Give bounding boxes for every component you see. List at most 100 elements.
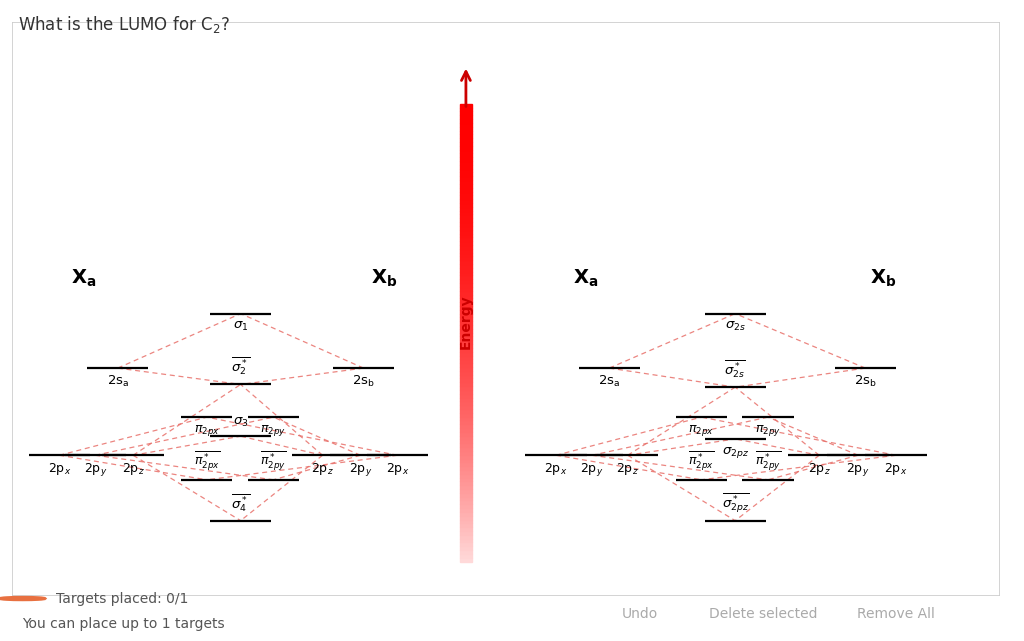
Bar [460,458,472,462]
Bar [460,146,472,149]
Text: 2p$_y$: 2p$_y$ [581,462,603,478]
Text: 2s$_{\rm a}$: 2s$_{\rm a}$ [598,374,621,389]
Bar [460,256,472,260]
Bar [460,436,472,440]
Bar [460,444,472,447]
Bar [460,180,472,184]
Bar [460,523,472,527]
Bar [460,188,472,192]
Bar [460,401,472,405]
Text: $\sigma_3$: $\sigma_3$ [232,416,249,429]
Bar [460,527,472,531]
Text: $\pi_{2px}$: $\pi_{2px}$ [688,423,715,438]
Bar [460,454,472,458]
Bar [460,317,472,321]
Bar [460,207,472,211]
Text: Remove All: Remove All [857,608,935,622]
Text: 2p$_y$: 2p$_y$ [84,462,106,478]
Text: 2p$_z$: 2p$_z$ [616,462,639,478]
Bar [460,516,472,520]
Bar [460,135,472,138]
Bar [460,215,472,218]
Bar [460,451,472,454]
Bar [460,337,472,340]
Bar [460,504,472,508]
Text: 2s$_{\rm b}$: 2s$_{\rm b}$ [854,374,877,389]
Bar [460,306,472,310]
Text: You can place up to 1 targets: You can place up to 1 targets [23,617,225,631]
Bar [460,550,472,554]
Text: $\sigma_1$: $\sigma_1$ [232,320,249,333]
Text: 2p$_x$: 2p$_x$ [48,462,71,478]
Bar [460,470,472,474]
Bar [460,363,472,367]
Bar [460,161,472,165]
Bar [460,481,472,485]
Bar [460,108,472,112]
Bar [460,409,472,413]
Text: $\mathbf{X_a}$: $\mathbf{X_a}$ [72,268,96,289]
Bar [460,325,472,329]
Bar [460,123,472,127]
Bar [460,176,472,180]
Bar [460,356,472,360]
Bar [460,367,472,371]
Bar [460,428,472,432]
Bar [460,302,472,306]
Bar [460,165,472,169]
Bar [460,466,472,470]
Bar [460,485,472,489]
Bar [460,493,472,497]
Bar [460,237,472,241]
Bar [460,222,472,226]
Bar [460,313,472,317]
Bar [460,272,472,276]
Bar [460,268,472,272]
Bar [460,478,472,481]
Bar [460,413,472,417]
Bar [460,531,472,535]
Text: What is the LUMO for C$_2$?: What is the LUMO for C$_2$? [18,15,230,35]
Bar [460,279,472,283]
Bar [460,131,472,135]
Bar [460,115,472,119]
Bar [460,298,472,302]
Bar [460,253,472,256]
Bar [460,417,472,420]
Bar [460,169,472,172]
Bar [460,348,472,352]
Bar [460,558,472,562]
Bar [460,229,472,233]
Bar [460,386,472,390]
Text: 2p$_x$: 2p$_x$ [885,462,907,478]
Bar [460,264,472,268]
Bar [460,283,472,287]
Bar [460,199,472,203]
Bar [460,462,472,466]
Bar [460,245,472,249]
Text: $\overline{\pi_{2px}^*}$: $\overline{\pi_{2px}^*}$ [194,449,220,472]
Bar [460,333,472,337]
Text: 2s$_{\rm b}$: 2s$_{\rm b}$ [352,374,375,389]
Bar [460,512,472,516]
Bar [460,226,472,229]
Bar [460,172,472,176]
Text: $\pi_{2py}$: $\pi_{2py}$ [755,423,781,438]
Bar [460,344,472,348]
Text: $\sigma_{2pz}$: $\sigma_{2pz}$ [722,445,749,460]
Text: $\overline{\pi_{2px}^*}$: $\overline{\pi_{2px}^*}$ [688,449,715,472]
Text: $\overline{\sigma_{2s}^*}$: $\overline{\sigma_{2s}^*}$ [725,359,745,380]
Text: $\overline{\sigma_{2pz}^*}$: $\overline{\sigma_{2pz}^*}$ [722,490,749,513]
Bar [460,447,472,451]
Bar [460,219,472,222]
Bar [460,153,472,157]
Bar [460,554,472,558]
Bar [460,352,472,356]
Bar [460,489,472,493]
Bar [460,378,472,382]
Bar [460,535,472,538]
Text: $\sigma_{2s}$: $\sigma_{2s}$ [725,320,745,333]
Text: $\overline{\sigma_4^*}$: $\overline{\sigma_4^*}$ [230,492,251,513]
Bar [460,397,472,401]
Bar [460,508,472,512]
